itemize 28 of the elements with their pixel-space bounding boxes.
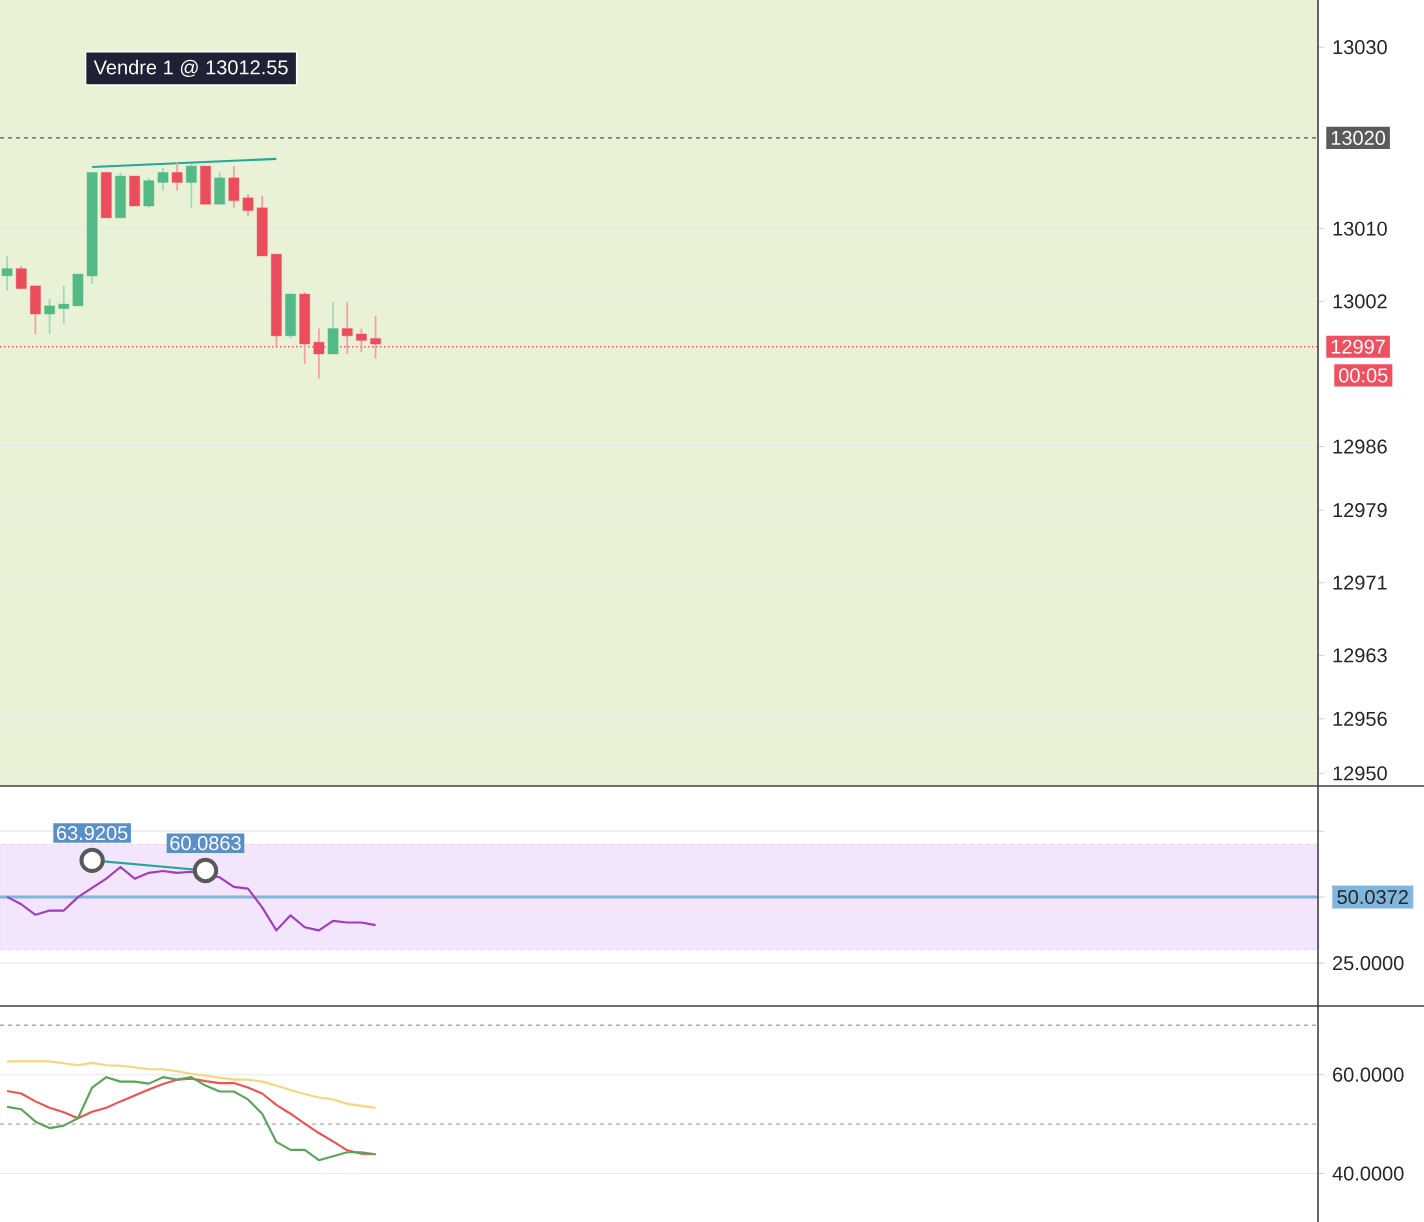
- data-label: 63.9205: [57, 825, 128, 841]
- annotation: Vendre 1 @ 13012.55: [93, 59, 288, 78]
- y-tick-label: 12971: [1333, 575, 1387, 590]
- ref-line-label: 13020: [1331, 130, 1386, 146]
- candlestick: [171, 161, 183, 192]
- y-tick-label: 12979: [1333, 503, 1387, 518]
- y-tick-label: 13030: [1333, 40, 1387, 55]
- candlestick: [157, 167, 169, 192]
- candlestick: [58, 285, 70, 325]
- y-tick-label: 12956: [1333, 711, 1387, 726]
- candlestick: [1, 255, 13, 292]
- candlestick: [186, 163, 197, 209]
- ref-line-label: 12997: [1331, 339, 1385, 354]
- y-tick-label: 60.0000: [1333, 1067, 1404, 1082]
- y-tick-label: 12963: [1333, 648, 1387, 663]
- y-tick-label: 25.0000: [1333, 956, 1404, 971]
- line-series: [6, 865, 377, 932]
- text: 00:05: [1339, 368, 1388, 383]
- candlestick: [44, 297, 55, 335]
- candlestick: [15, 265, 27, 290]
- y-tick-label: 13002: [1333, 294, 1387, 309]
- data-label: 60.0863: [170, 836, 241, 851]
- y-tick-label: 40.0000: [1332, 1166, 1404, 1181]
- y-tick-label: 12986: [1333, 439, 1387, 454]
- y-tick-label: 13010: [1333, 221, 1387, 236]
- candlestick: [242, 193, 254, 217]
- y-tick-label: 12950: [1333, 766, 1387, 781]
- candlestick: [228, 165, 240, 209]
